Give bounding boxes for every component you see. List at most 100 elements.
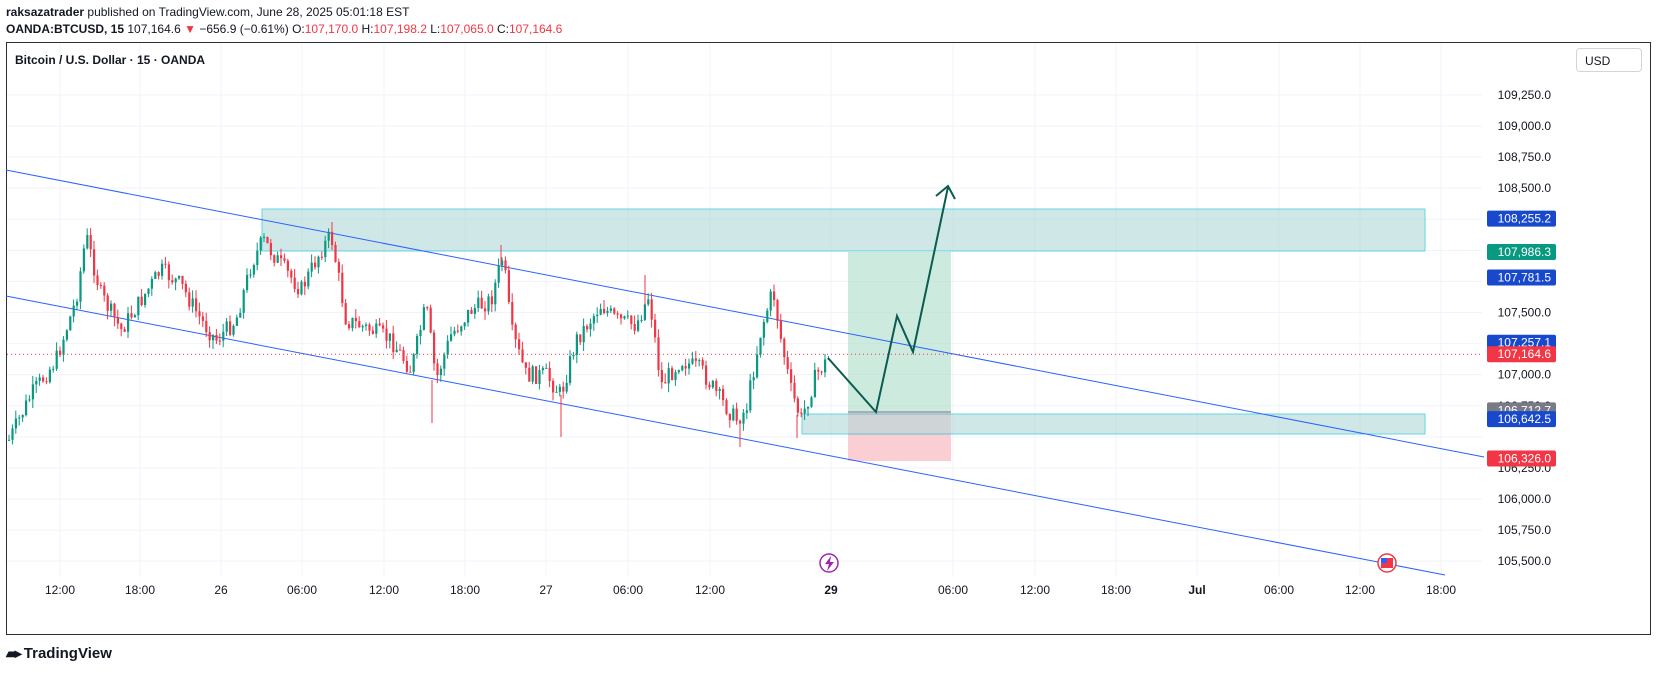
demand-zone	[801, 413, 1426, 435]
candle-body	[324, 240, 327, 258]
candle-body	[303, 281, 306, 287]
candle-body	[198, 311, 201, 317]
candle-body	[810, 397, 813, 407]
tradingview-logo[interactable]: ▰▸ TradingView	[6, 645, 112, 662]
candle-body	[252, 265, 255, 275]
candle-body	[310, 262, 313, 272]
brand-label: TradingView	[23, 645, 112, 662]
candle-body	[705, 365, 708, 385]
candle-body	[222, 331, 225, 341]
candle-body	[293, 277, 296, 289]
candle-body	[225, 321, 228, 332]
candle-body	[518, 339, 521, 350]
chart-icons	[819, 553, 1397, 573]
candle-body	[664, 382, 667, 384]
candle-body	[327, 231, 330, 241]
candle-body	[154, 272, 157, 279]
low-label: L:	[430, 22, 441, 36]
candle-body	[55, 350, 58, 369]
candle-body	[208, 332, 211, 341]
price-tag-box	[1487, 346, 1556, 363]
candle-body	[773, 291, 776, 301]
candle-body	[715, 380, 718, 391]
candle-body	[235, 317, 238, 326]
candle-body	[181, 275, 184, 284]
candle-body	[521, 349, 524, 363]
price-tick-label: 108,750.0	[1498, 150, 1552, 164]
candle-body	[130, 313, 133, 318]
candle-body	[297, 288, 300, 295]
time-tick-label: 06:00	[1264, 583, 1294, 597]
candle-body	[229, 321, 232, 335]
high-value: 107,198.2	[373, 22, 427, 36]
candle-body	[783, 338, 786, 358]
candle-body	[742, 412, 745, 424]
candle-body	[657, 337, 660, 371]
candle-body	[535, 366, 538, 384]
candle-body	[167, 264, 170, 281]
candle-body	[487, 296, 490, 312]
price-tag-label: 108,255.2	[1498, 212, 1552, 226]
candle-body	[507, 270, 510, 303]
candle-body	[269, 243, 272, 256]
candle-body	[191, 298, 194, 307]
candle-body	[477, 297, 480, 309]
candle-body	[456, 330, 459, 332]
price-tag-label: 106,642.5	[1498, 412, 1552, 426]
candle-body	[419, 329, 422, 337]
candle-body	[569, 356, 572, 383]
candle-body	[786, 357, 789, 370]
price-tick-label: 107,000.0	[1498, 368, 1552, 382]
candle-body	[433, 332, 436, 364]
lightning-event-icon[interactable]	[819, 553, 839, 573]
target-zone	[848, 252, 951, 412]
candle-body	[164, 263, 167, 265]
candle-body	[439, 368, 442, 376]
currency-button[interactable]: USD	[1576, 48, 1642, 72]
candle-body	[606, 310, 609, 314]
candle-body	[201, 316, 204, 321]
close-label: C:	[496, 22, 509, 36]
candle-body	[643, 304, 646, 320]
candle-body	[320, 256, 323, 258]
price-tag-label: 106,326.0	[1498, 451, 1552, 465]
candle-body	[89, 235, 92, 250]
candle-body	[803, 408, 806, 414]
candle-body	[426, 307, 429, 309]
candle-body	[698, 360, 701, 362]
arrow-head-icon	[935, 184, 956, 200]
candle-body	[150, 278, 153, 289]
candle-body	[708, 384, 711, 388]
candle-body	[358, 321, 361, 328]
candle-body	[399, 349, 402, 351]
candle-body	[817, 369, 820, 372]
candle-body	[59, 350, 62, 355]
candle-body	[174, 278, 177, 283]
price-tag-box	[1487, 210, 1556, 227]
supply-zone	[261, 208, 1426, 252]
candle-body	[96, 275, 99, 286]
us-flag-event-icon[interactable]	[1377, 553, 1397, 573]
candle-body	[813, 369, 816, 398]
candle-body	[212, 334, 215, 341]
candle-body	[633, 323, 636, 331]
time-tick-label: 18:00	[1101, 583, 1131, 597]
candle-body	[807, 406, 810, 409]
open-label: O:	[292, 22, 305, 36]
candle-body	[283, 258, 286, 261]
candle-body	[769, 291, 772, 311]
candle-body	[654, 319, 657, 338]
candle-body	[766, 310, 769, 323]
candle-body	[745, 410, 748, 413]
author-name[interactable]: raksazatrader	[6, 5, 85, 19]
candle-body	[538, 370, 541, 384]
candle-body	[756, 354, 759, 378]
candle-body	[388, 333, 391, 341]
candle-body	[728, 413, 731, 421]
candle-body	[38, 377, 41, 381]
candle-body	[674, 372, 677, 380]
close-value: 107,164.6	[508, 22, 563, 36]
candle-body	[385, 328, 388, 341]
candle-body	[337, 261, 340, 273]
